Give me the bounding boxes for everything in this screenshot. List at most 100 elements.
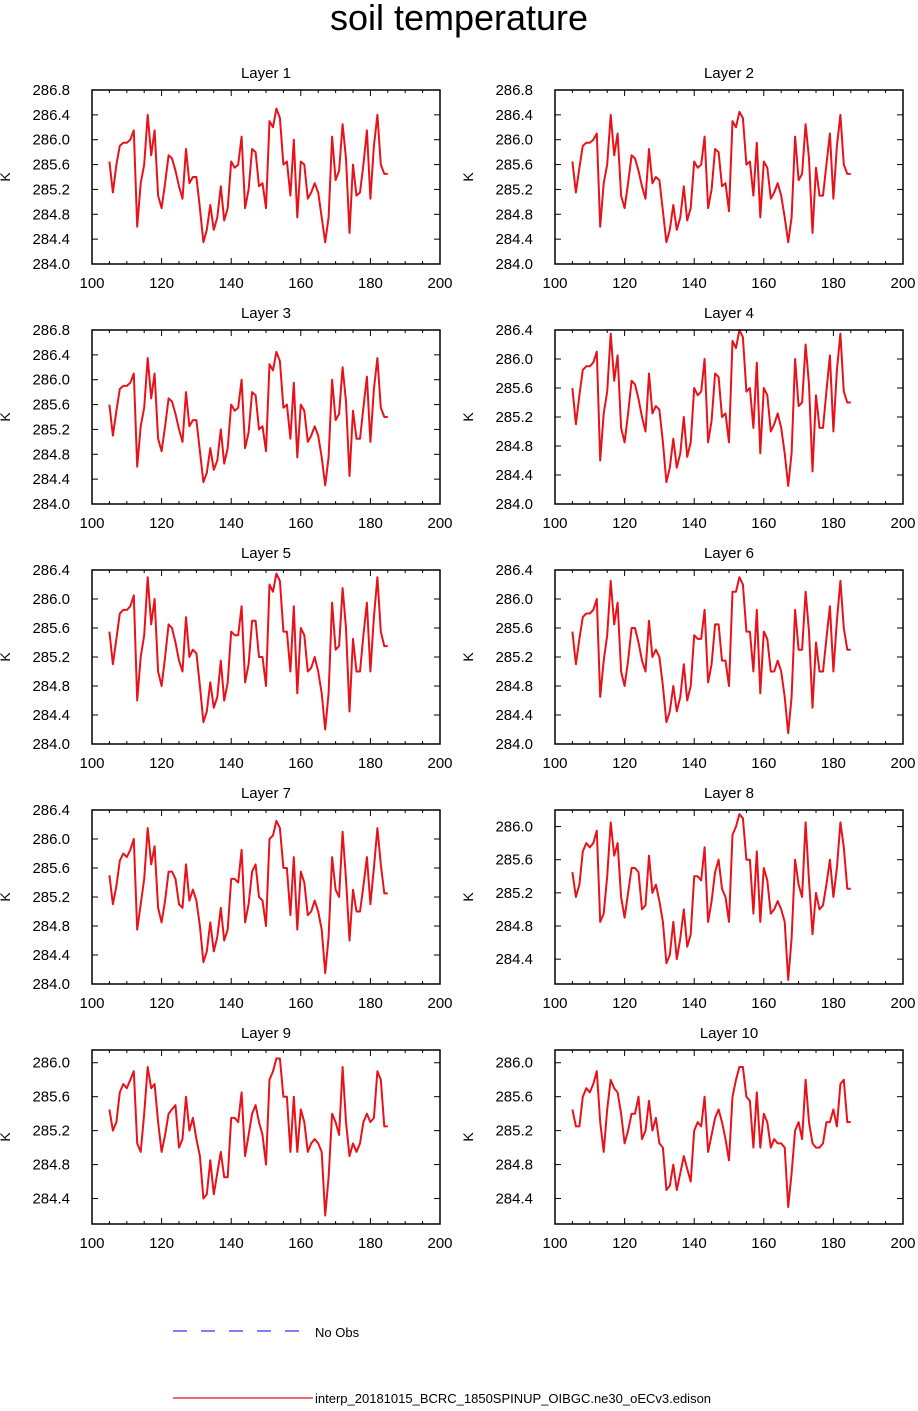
y-tick-label: 284.0 <box>495 256 533 273</box>
x-tick-label: 160 <box>751 755 776 772</box>
series-line <box>571 813 851 981</box>
plot-frame <box>554 329 904 505</box>
y-tick-label: 284.0 <box>32 256 70 273</box>
panel-layer-4: Layer 4 K 100 120 140 160 180 200 284.0 284.4 284.… <box>460 305 916 532</box>
y-tick-label: 285.6 <box>495 1089 533 1106</box>
series-line <box>108 572 388 731</box>
series-line <box>108 1057 388 1217</box>
x-tick-label: 120 <box>612 275 637 292</box>
y-tick-label: 285.2 <box>495 649 533 666</box>
panel-layer-7: Layer 7 K 100 120 140 160 180 200 284.0 284.4 284.… <box>0 785 453 1012</box>
y-tick-label: 284.4 <box>495 707 533 724</box>
x-tick-label: 140 <box>682 995 707 1012</box>
panel-layer-6: Layer 6 K 100 120 140 160 180 200 284.0 284.4 284.… <box>460 545 916 772</box>
y-tick-label: 284.4 <box>495 1191 533 1208</box>
x-tick-label: 200 <box>427 755 452 772</box>
y-tick-label: 286.4 <box>495 562 533 579</box>
y-tick-label: 284.0 <box>495 496 533 513</box>
series-line <box>108 819 388 975</box>
y-tick-label: 286.8 <box>32 322 70 339</box>
x-tick-label: 180 <box>358 995 383 1012</box>
x-tick-label: 140 <box>219 275 244 292</box>
panel-layer-3: Layer 3 K 100 120 140 160 180 200 284.0 284.4 284.… <box>0 305 453 532</box>
y-tick-label: 284.4 <box>32 947 70 964</box>
panel-layer-1: Layer 1 K 100 120 140 160 180 200 284.0 284.4 284.… <box>0 65 453 292</box>
y-tick-label: 285.6 <box>495 380 533 397</box>
x-tick-label: 160 <box>751 1235 776 1252</box>
x-tick-label: 120 <box>149 1235 174 1252</box>
plot-frame <box>91 809 441 985</box>
panel-layer-10: Layer 10 K 100 120 140 160 180 200 284.4 284.8 285… <box>460 1025 916 1252</box>
x-tick-label: 120 <box>149 995 174 1012</box>
y-tick-label: 285.6 <box>495 157 533 174</box>
y-tick-label: 286.8 <box>495 82 533 99</box>
x-tick-label: 160 <box>288 995 313 1012</box>
y-axis-label: K <box>460 1132 476 1142</box>
figure-title: soil temperature <box>330 0 588 38</box>
y-tick-label: 285.2 <box>495 181 533 198</box>
series-line <box>571 576 851 735</box>
x-tick-label: 160 <box>288 755 313 772</box>
y-tick-label: 286.0 <box>32 372 70 389</box>
y-tick-label: 284.4 <box>495 951 533 968</box>
plot-frame <box>91 569 441 745</box>
x-tick-label: 140 <box>682 755 707 772</box>
plot-frame <box>554 89 904 265</box>
y-tick-label: 286.0 <box>495 132 533 149</box>
series-line <box>108 107 388 244</box>
x-tick-label: 120 <box>612 755 637 772</box>
y-tick-label: 284.8 <box>32 206 70 223</box>
x-tick-label: 200 <box>427 275 452 292</box>
y-tick-label: 285.6 <box>495 852 533 869</box>
x-tick-label: 140 <box>219 1235 244 1252</box>
x-tick-label: 200 <box>890 515 915 532</box>
panel-layer-9: Layer 9 K 100 120 140 160 180 200 284.4 284.8 285.… <box>0 1025 453 1252</box>
y-axis-label: K <box>0 172 13 182</box>
x-tick-label: 200 <box>890 275 915 292</box>
plot-frame <box>554 1049 904 1225</box>
x-tick-label: 120 <box>612 515 637 532</box>
panel-title: Layer 3 <box>241 305 291 322</box>
x-tick-label: 180 <box>821 995 846 1012</box>
y-tick-label: 286.0 <box>495 591 533 608</box>
x-tick-label: 180 <box>821 1235 846 1252</box>
x-tick-label: 140 <box>219 755 244 772</box>
y-axis-label: K <box>0 892 13 902</box>
x-tick-label: 100 <box>542 515 567 532</box>
x-tick-label: 100 <box>542 275 567 292</box>
x-tick-label: 120 <box>149 515 174 532</box>
x-tick-label: 200 <box>427 995 452 1012</box>
x-tick-label: 100 <box>79 755 104 772</box>
y-tick-label: 286.4 <box>32 347 70 364</box>
x-tick-label: 100 <box>79 995 104 1012</box>
y-tick-label: 286.0 <box>495 819 533 836</box>
panel-layer-2: Layer 2 K 100 120 140 160 180 200 284.0 284.4 284.… <box>460 65 916 292</box>
legend-obs-label: No Obs <box>315 1325 360 1340</box>
x-tick-label: 120 <box>149 755 174 772</box>
y-tick-label: 284.8 <box>32 1157 70 1174</box>
x-tick-label: 100 <box>542 755 567 772</box>
y-axis-label: K <box>460 412 476 422</box>
x-tick-label: 100 <box>79 1235 104 1252</box>
panel-title: Layer 4 <box>704 305 754 322</box>
y-axis-label: K <box>460 652 476 662</box>
x-tick-label: 120 <box>612 995 637 1012</box>
y-tick-label: 286.0 <box>32 831 70 848</box>
y-tick-label: 284.0 <box>495 736 533 753</box>
y-tick-label: 286.4 <box>32 107 70 124</box>
y-tick-label: 284.8 <box>32 918 70 935</box>
y-tick-label: 286.8 <box>32 82 70 99</box>
y-tick-label: 284.8 <box>495 918 533 935</box>
x-tick-label: 200 <box>890 755 915 772</box>
x-tick-label: 200 <box>427 515 452 532</box>
panel-title: Layer 2 <box>704 65 754 82</box>
x-tick-label: 180 <box>358 515 383 532</box>
panel-layer-8: Layer 8 K 100 120 140 160 180 200 284.4 284.8 285.… <box>460 785 916 1012</box>
y-axis-label: K <box>460 172 476 182</box>
x-tick-label: 180 <box>358 1235 383 1252</box>
x-tick-label: 180 <box>821 515 846 532</box>
y-tick-label: 284.8 <box>495 678 533 695</box>
series-line <box>108 350 388 487</box>
y-tick-label: 286.0 <box>32 591 70 608</box>
